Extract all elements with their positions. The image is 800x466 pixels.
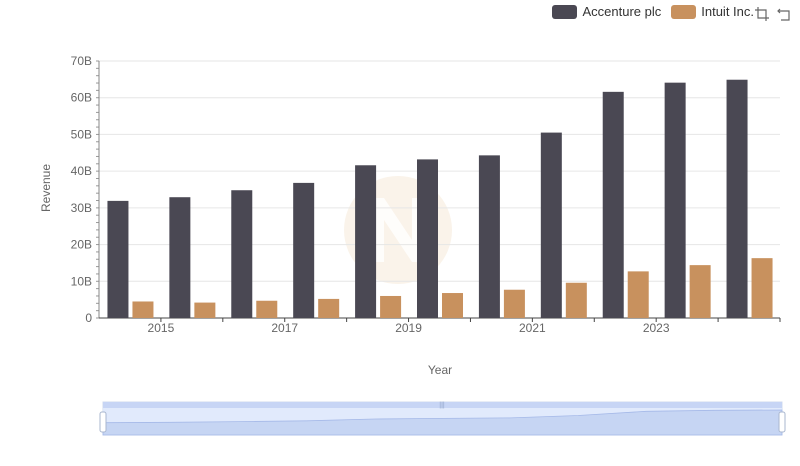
- y-tick-label: 70B: [71, 54, 92, 68]
- x-axis-title: Year: [428, 363, 452, 377]
- bar-accenture-2020[interactable]: [478, 155, 500, 318]
- y-tick-label: 30B: [71, 201, 92, 215]
- chart-toolbox: [754, 6, 792, 22]
- bar-intuit-2016[interactable]: [256, 300, 278, 318]
- bar-intuit-2024[interactable]: [751, 258, 773, 318]
- y-tick-label: 0: [85, 311, 92, 325]
- bar-intuit-2018[interactable]: [380, 295, 402, 318]
- y-axis-title: Revenue: [39, 164, 53, 212]
- x-tick-label: 2017: [271, 321, 298, 335]
- bar-intuit-2020[interactable]: [503, 289, 525, 318]
- data-zoom-grip[interactable]: |||: [439, 402, 445, 409]
- bar-accenture-2015[interactable]: [169, 197, 191, 318]
- bar-accenture-2014[interactable]: [107, 200, 129, 318]
- x-tick-label: 2019: [395, 321, 422, 335]
- bar-intuit-2021[interactable]: [565, 282, 587, 318]
- bar-accenture-2019[interactable]: [417, 159, 438, 318]
- bar-accenture-2024[interactable]: [726, 79, 748, 318]
- bar-accenture-2023[interactable]: [664, 82, 686, 318]
- chart-legend: Accenture plc Intuit Inc.: [552, 4, 764, 19]
- bar-accenture-2021[interactable]: [540, 132, 562, 318]
- x-tick-label: 2023: [643, 321, 670, 335]
- bar-accenture-2016[interactable]: [231, 190, 253, 318]
- bar-accenture-2022[interactable]: [602, 91, 624, 318]
- y-tick-label: 20B: [71, 238, 92, 252]
- data-zoom-handle-right[interactable]: [778, 411, 786, 433]
- bar-intuit-2014[interactable]: [132, 301, 154, 318]
- x-tick-label: 2021: [519, 321, 546, 335]
- legend-label: Intuit Inc.: [701, 4, 754, 19]
- bar-intuit-2023[interactable]: [689, 265, 711, 318]
- bar-intuit-2022[interactable]: [627, 271, 649, 318]
- legend-item-intuit[interactable]: Intuit Inc.: [671, 4, 754, 19]
- bar-accenture-2017[interactable]: [293, 182, 315, 318]
- legend-swatch: [552, 4, 578, 19]
- bar-accenture-2018[interactable]: [355, 165, 377, 318]
- data-zoom-slider[interactable]: |||: [99, 401, 786, 436]
- y-tick-label: 10B: [71, 274, 92, 288]
- legend-item-accenture[interactable]: Accenture plc: [552, 4, 661, 19]
- bar-intuit-2017[interactable]: [318, 298, 340, 318]
- legend-swatch: [671, 4, 697, 19]
- bar-intuit-2019[interactable]: [442, 293, 463, 318]
- data-zoom-handle-left[interactable]: [99, 411, 107, 433]
- y-tick-label: 40B: [71, 164, 92, 178]
- x-tick-label: 2015: [148, 321, 175, 335]
- data-zoom-preview-line: [102, 409, 783, 436]
- data-zoom-top-bar[interactable]: [103, 402, 782, 408]
- y-tick-label: 60B: [71, 91, 92, 105]
- legend-label: Accenture plc: [582, 4, 662, 19]
- bar-intuit-2015[interactable]: [194, 302, 216, 318]
- y-tick-label: 50B: [71, 127, 92, 141]
- zoom-icon[interactable]: [754, 6, 770, 22]
- restore-icon[interactable]: [776, 6, 792, 22]
